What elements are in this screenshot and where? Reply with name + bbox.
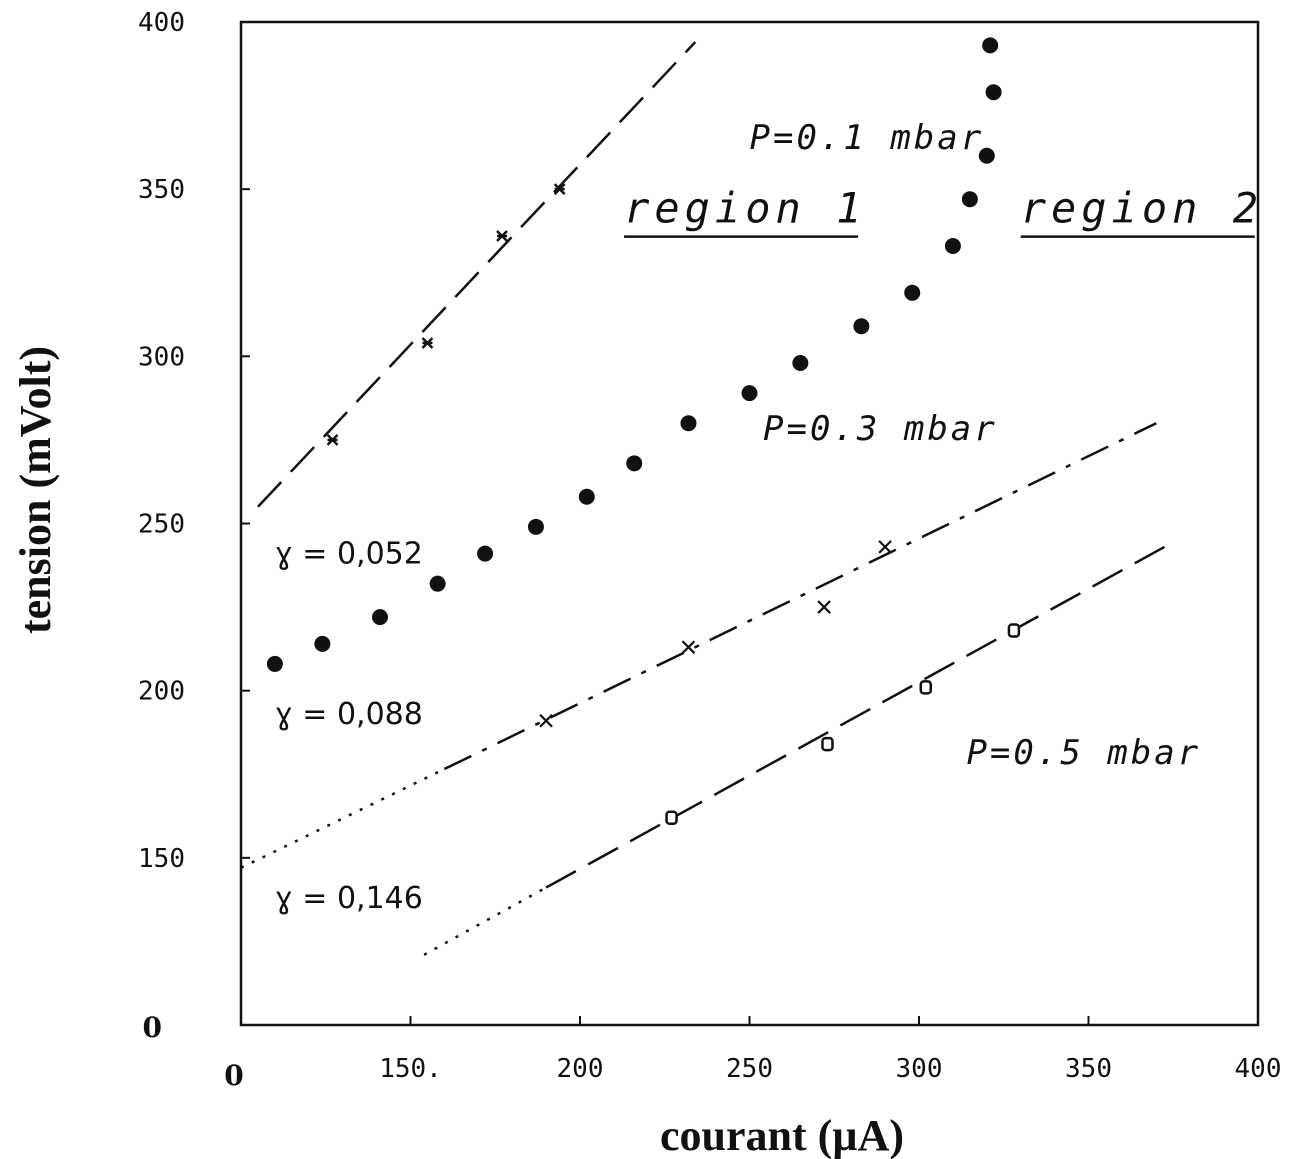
data-point-circle xyxy=(578,488,595,505)
y-tick-label: 150 xyxy=(138,844,185,874)
pressure-label: P=0.3 mbar xyxy=(763,409,998,449)
y-tick-label: 400 xyxy=(138,8,185,38)
y-tick-label: 350 xyxy=(138,175,185,205)
data-point-square xyxy=(821,736,834,752)
data-point-circle xyxy=(985,84,1002,101)
region-label: region 1 xyxy=(624,184,866,233)
x-tick-label: 0 xyxy=(224,1059,243,1092)
data-point-cross xyxy=(878,540,892,554)
x-tick-label: 200 xyxy=(557,1054,604,1084)
data-point-circle xyxy=(982,37,999,54)
x-tick-label: 150. xyxy=(379,1054,442,1084)
data-point-asterisk xyxy=(553,183,566,196)
data-point-asterisk xyxy=(421,337,434,349)
data-point-circle xyxy=(792,355,809,372)
data-point-asterisk xyxy=(496,230,508,242)
data-point-circle xyxy=(266,655,283,672)
data-point-circle xyxy=(853,318,870,335)
data-point-cross xyxy=(817,600,831,614)
fit-line xyxy=(257,41,697,508)
data-point-circle xyxy=(626,455,643,472)
data-point-circle xyxy=(314,635,331,652)
y-axis-title: tension (mVolt) xyxy=(11,346,60,634)
data-point-cross xyxy=(539,713,553,728)
y-axis-ticks: 0 150 200 250 300 350 400 xyxy=(138,8,250,1044)
x-axis-ticks: 0 150. 200 250 300 350 400 xyxy=(224,1016,1281,1092)
pressure-label: P=0.5 mbar xyxy=(966,733,1201,773)
y-tick-label: 300 xyxy=(138,342,185,372)
data-point-circle xyxy=(741,385,758,402)
fit-line xyxy=(443,422,1157,771)
gamma-label: ɣ = 0,088 xyxy=(275,697,423,732)
x-tick-label: 300 xyxy=(896,1054,943,1084)
y-tick-label: 200 xyxy=(138,677,185,707)
x-tick-label: 350 xyxy=(1065,1054,1112,1084)
data-point-circle xyxy=(944,238,961,255)
data-point-circle xyxy=(680,415,697,432)
x-axis-title: courant (µA) xyxy=(660,1111,904,1159)
fit-line xyxy=(545,539,1178,889)
data-point-square xyxy=(1007,623,1021,638)
data-point-asterisk xyxy=(326,434,339,446)
data-point-circle xyxy=(527,518,544,535)
fit-lines xyxy=(240,41,1178,956)
data-point-circle xyxy=(371,609,388,626)
data-point-square xyxy=(665,810,678,825)
data-point-square xyxy=(919,680,933,695)
region-label: region 2 xyxy=(1021,184,1263,233)
data-point-circle xyxy=(961,191,978,208)
y-tick-label: 250 xyxy=(138,510,185,540)
gamma-label: ɣ = 0,052 xyxy=(275,537,423,572)
data-point-circle xyxy=(904,284,921,301)
data-markers xyxy=(266,37,1021,825)
annotations: P=0.1 mbar P=0.3 mbar P=0.5 mbar region 1 re… xyxy=(275,118,1263,916)
x-tick-label: 250 xyxy=(726,1054,773,1084)
data-point-circle xyxy=(978,147,995,164)
pressure-label: P=0.1 mbar xyxy=(750,118,985,158)
data-point-cross xyxy=(681,640,696,654)
plot-frame xyxy=(239,20,1260,1027)
fit-line-dotted xyxy=(423,886,547,956)
data-point-circle xyxy=(477,545,494,562)
gamma-label: ɣ = 0,146 xyxy=(275,881,423,916)
x-tick-label: 400 xyxy=(1235,1054,1282,1084)
data-point-circle xyxy=(429,575,446,592)
y-tick-label: 0 xyxy=(143,1011,162,1044)
fit-line-dotted xyxy=(240,767,445,869)
